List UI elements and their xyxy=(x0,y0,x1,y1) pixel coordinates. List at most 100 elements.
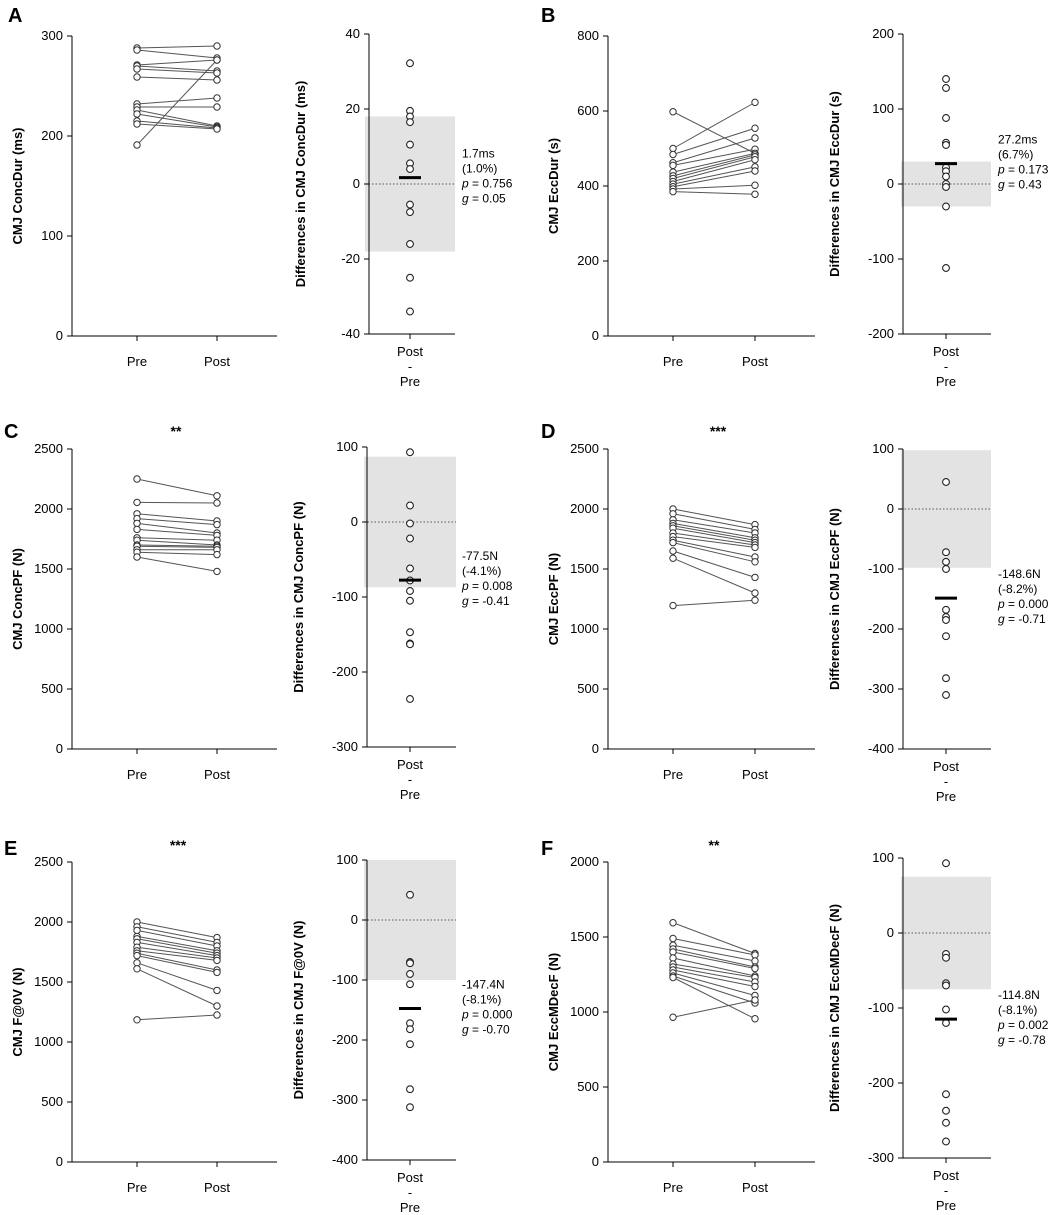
pre-point xyxy=(133,1016,141,1024)
pair-line xyxy=(672,191,756,195)
y-tick-label: 1500 xyxy=(34,561,63,576)
pair-line xyxy=(672,101,756,149)
stat-line: g = -0.70 xyxy=(462,1022,510,1036)
x-tick-label: Pre xyxy=(663,354,683,369)
post-point xyxy=(751,982,759,991)
y-tick-label: 0 xyxy=(353,176,360,191)
y-axis-label: CMJ EccPF (N) xyxy=(546,553,561,645)
y-tick-label: 400 xyxy=(577,178,599,193)
y-tick-label: 100 xyxy=(872,441,894,456)
y-tick-label: 200 xyxy=(577,253,599,268)
pre-point xyxy=(669,934,677,943)
difference-point xyxy=(942,114,950,122)
post-point xyxy=(751,181,759,189)
difference-point xyxy=(942,172,950,181)
y-tick-label: 0 xyxy=(351,514,358,529)
pair-line xyxy=(672,536,756,548)
pair-line xyxy=(672,542,756,563)
pair-line xyxy=(672,975,756,1004)
pre-point xyxy=(669,954,677,962)
difference-point xyxy=(406,640,414,649)
difference-point xyxy=(406,890,414,899)
paired-plot: 0 200 400 600 800 Pre Post CMJ EccDur (s) xyxy=(546,28,815,369)
difference-plot: -400 -300 -200 -100 0 100 Post-Pre Differences … xyxy=(827,441,1049,804)
pre-point xyxy=(133,65,141,73)
y-tick-label: 0 xyxy=(56,328,63,343)
difference-point xyxy=(942,478,950,486)
post-point xyxy=(751,957,759,965)
pair-line xyxy=(672,944,756,962)
pair-line xyxy=(672,170,756,188)
x-tick-label: Post xyxy=(933,1168,959,1183)
y-tick-label: 2500 xyxy=(570,441,599,456)
significance-marker: ** xyxy=(709,837,720,853)
post-point xyxy=(751,190,759,198)
pair-line xyxy=(672,527,756,544)
pair-line xyxy=(136,49,218,59)
y-tick-label: 1000 xyxy=(34,621,63,636)
x-tick-label: Post xyxy=(742,354,768,369)
y-tick-label: -100 xyxy=(868,561,894,576)
post-point xyxy=(213,1002,221,1010)
difference-point xyxy=(942,616,950,624)
x-tick-label: Pre xyxy=(127,354,147,369)
x-tick-label: Pre xyxy=(936,789,956,804)
y-axis-label: Differences in CMJ EccDur (s) xyxy=(827,91,842,277)
y-axis-label: CMJ F@0V (N) xyxy=(10,967,25,1056)
stat-line: p = 0.000 xyxy=(997,597,1049,611)
pre-point xyxy=(669,547,677,555)
post-point xyxy=(213,1011,221,1019)
stat-line: -148.6N xyxy=(998,567,1041,581)
post-point xyxy=(751,134,759,142)
pair-line xyxy=(672,999,756,1018)
pair-line xyxy=(136,537,218,541)
difference-point xyxy=(406,273,414,282)
pair-line xyxy=(136,941,218,957)
pair-line xyxy=(136,59,218,146)
difference-point xyxy=(406,165,414,173)
y-tick-label: 0 xyxy=(887,925,894,940)
pair-line xyxy=(136,518,218,526)
stat-line: p = 0.173 xyxy=(997,163,1049,177)
y-tick-label: 100 xyxy=(336,852,358,867)
y-tick-label: -200 xyxy=(332,1032,358,1047)
stat-line: -147.4N xyxy=(462,977,505,991)
y-tick-label: 0 xyxy=(887,501,894,516)
pair-line xyxy=(672,159,756,182)
y-tick-label: -200 xyxy=(868,1075,894,1090)
difference-point xyxy=(942,953,950,962)
stat-line: (-8.2%) xyxy=(998,582,1037,596)
x-tick-label: Pre xyxy=(400,1200,420,1215)
panel-letter: A xyxy=(8,5,22,27)
y-axis-label: Differences in CMJ ConcDur (ms) xyxy=(293,81,308,288)
pre-point xyxy=(133,141,141,149)
difference-point xyxy=(942,691,950,699)
post-point xyxy=(213,986,221,995)
difference-point xyxy=(942,1019,950,1027)
difference-point xyxy=(406,1040,414,1049)
x-tick-label: Post xyxy=(204,1180,230,1195)
stat-line: g = 0.05 xyxy=(462,192,506,206)
pre-point xyxy=(669,161,677,170)
y-axis-label: Differences in CMJ F@0V (N) xyxy=(291,921,306,1100)
difference-point xyxy=(406,959,414,968)
y-tick-label: 1500 xyxy=(570,561,599,576)
x-tick-label: - xyxy=(944,359,948,374)
pair-line xyxy=(672,166,756,185)
difference-point xyxy=(406,59,414,68)
pre-point xyxy=(133,475,141,483)
stat-line: g = 0.43 xyxy=(998,178,1042,192)
pair-line xyxy=(672,513,756,530)
paired-plot: 0 500 1000 1500 2000 2500 Pre Post CMJ EccPF (N)… xyxy=(546,423,815,782)
difference-point xyxy=(942,141,950,149)
difference-point xyxy=(406,240,414,248)
difference-point xyxy=(942,84,950,92)
difference-point xyxy=(406,501,414,510)
pair-line xyxy=(136,551,218,556)
pre-point xyxy=(133,965,141,973)
pre-point xyxy=(669,150,677,159)
pre-point xyxy=(669,919,677,927)
